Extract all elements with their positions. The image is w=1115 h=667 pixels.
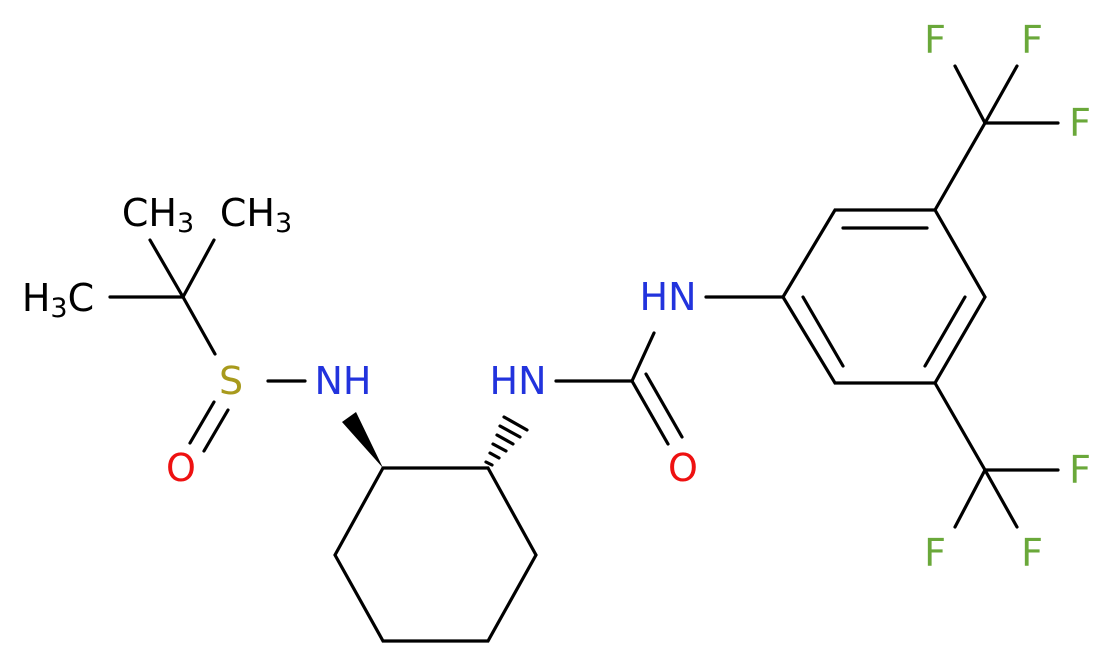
atom-label: F [1021, 531, 1043, 575]
atom-label: H3C [22, 276, 94, 324]
atom-label: S [219, 359, 243, 403]
atom-label: F [1069, 448, 1091, 492]
atom-label: F [1021, 18, 1043, 62]
atom-label: F [924, 531, 946, 575]
bonds [108, 64, 1060, 643]
wedge-bond [342, 412, 383, 468]
atom-label: NH [315, 359, 372, 403]
atom-label: F [1069, 101, 1091, 145]
atom-labels: CH3 CH3 H3C S O NH HN O HN F F F F F F [22, 18, 1091, 575]
hash-bond [484, 415, 529, 467]
atom-label: HN [640, 275, 697, 319]
atom-label: HN [490, 359, 547, 403]
atom-label: O [668, 446, 698, 490]
atom-label: O [166, 446, 196, 490]
atom-label: CH3 [220, 191, 292, 239]
atom-label: CH3 [122, 191, 194, 239]
atom-label: F [924, 18, 946, 62]
